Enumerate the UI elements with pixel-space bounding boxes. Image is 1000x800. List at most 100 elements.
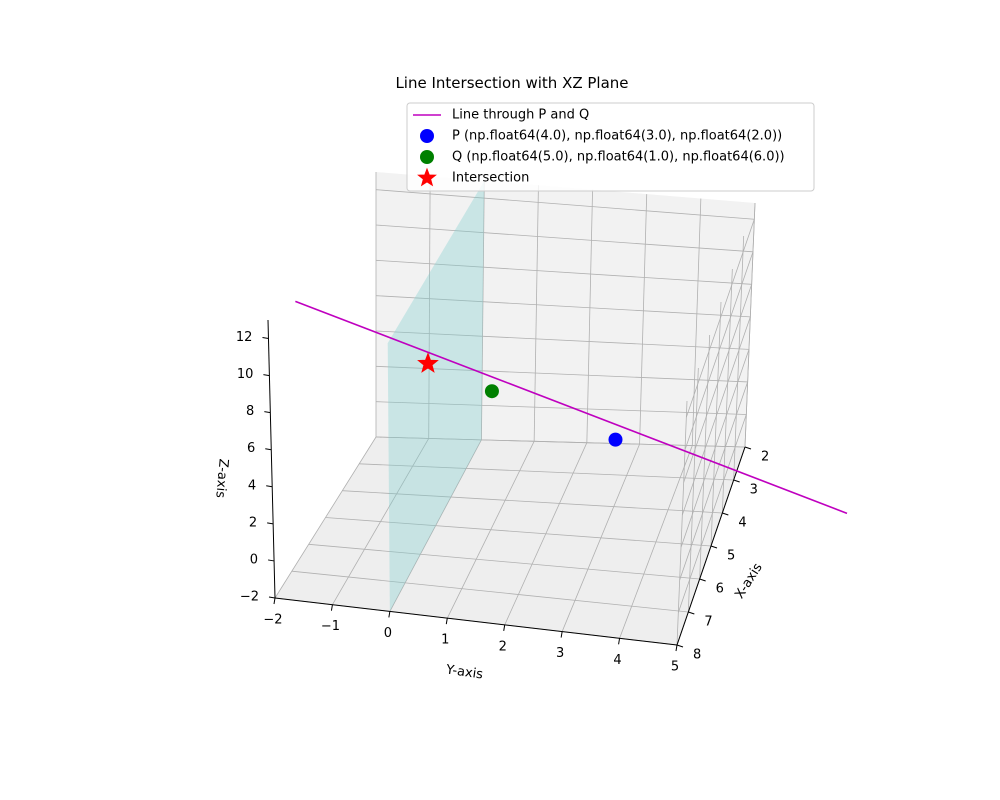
y-tick-label: 1 <box>441 633 449 648</box>
x-tick-label: 7 <box>704 615 712 630</box>
grid-line <box>291 570 689 613</box>
y-axis-line <box>274 597 678 646</box>
point-marker <box>484 384 499 399</box>
tick-mark <box>676 644 684 648</box>
grid-line <box>446 441 535 619</box>
tick-mark <box>710 545 718 549</box>
grid-line <box>342 490 723 514</box>
tick-mark <box>688 611 695 615</box>
axes-panes <box>275 172 755 645</box>
grid-line <box>733 235 745 481</box>
z-tick-label: 10 <box>237 367 254 382</box>
tick-mark <box>388 611 391 618</box>
z-tick-label: 4 <box>248 478 256 493</box>
grid-line <box>308 543 700 580</box>
grid-line <box>332 438 430 605</box>
legend-box <box>406 102 815 192</box>
tick-mark <box>330 604 333 611</box>
grid-line <box>274 436 377 599</box>
grid-line <box>359 463 734 481</box>
xz-plane <box>387 180 485 612</box>
grid-line <box>375 365 748 383</box>
z-tick-label: 2 <box>249 515 257 530</box>
x-axis-label: X-axis <box>732 560 766 601</box>
tick-mark <box>266 485 273 488</box>
tick-mark <box>262 337 269 340</box>
grid-line <box>679 381 749 581</box>
grid-line <box>428 176 431 439</box>
tick-mark <box>445 618 448 625</box>
z-tick-label: 8 <box>246 404 254 419</box>
legend-label: P (np.float64(4.0), np.float64(3.0), np.… <box>452 129 782 144</box>
grid-line <box>676 400 688 646</box>
legend-label: Line through P and Q <box>452 108 589 123</box>
grid-line <box>684 251 754 450</box>
grid-line <box>639 194 648 445</box>
tick-mark <box>503 624 506 631</box>
chart-title: Line Intersection with XZ Plane <box>395 74 628 92</box>
legend-point-swatch <box>420 150 434 164</box>
grid-lines <box>274 172 756 646</box>
x-tick-label: 5 <box>727 549 735 564</box>
grid-line <box>683 284 753 483</box>
y-tick-label: 0 <box>384 626 392 641</box>
grid-line <box>680 349 750 548</box>
grid-line <box>744 202 756 448</box>
tick-mark <box>265 448 272 451</box>
x-tick-label: 3 <box>750 483 758 498</box>
legend: Line through P and Q P (np.float64(4.0), … <box>406 102 815 192</box>
z-tick-label: 0 <box>250 552 258 567</box>
xz-plane-surface <box>387 180 485 612</box>
series-layer <box>295 300 848 515</box>
x-tick-label: 4 <box>738 516 746 531</box>
y-tick-label: −2 <box>263 613 282 628</box>
z-tick-label: 6 <box>247 441 255 456</box>
tick-mark <box>267 522 274 525</box>
grid-line <box>699 334 711 580</box>
grid-line <box>691 198 702 446</box>
z-tick-label: −2 <box>240 590 259 605</box>
grid-line <box>375 259 752 285</box>
z-axis-line <box>267 319 276 599</box>
grid-line <box>586 189 593 443</box>
grid-line <box>375 224 754 253</box>
legend-label: Intersection <box>452 171 529 186</box>
legend-star-swatch <box>417 167 437 187</box>
x-tick-label: 8 <box>693 648 701 663</box>
tick-mark <box>560 631 563 638</box>
grid-line <box>504 442 588 626</box>
grid-line <box>533 185 539 442</box>
y-tick-label: 4 <box>613 653 621 668</box>
y-tick-label: 2 <box>499 639 507 654</box>
legend-point-swatch <box>420 129 434 143</box>
grid-line <box>325 517 712 547</box>
grid-line <box>375 436 746 448</box>
tick-mark <box>733 479 740 483</box>
y-axis-label: Y-axis <box>444 662 484 682</box>
grid-line <box>677 414 747 613</box>
pane-floor <box>275 437 745 645</box>
tick-mark <box>263 374 270 377</box>
grid-line <box>375 189 755 220</box>
grid-line <box>721 268 733 514</box>
intersection-marker <box>417 352 439 373</box>
y-tick-label: −1 <box>321 619 340 634</box>
x-tick-label: 6 <box>716 582 724 597</box>
grid-line <box>619 445 693 639</box>
grid-line <box>481 180 485 440</box>
grid-line <box>681 316 751 515</box>
z-tick-label: 12 <box>236 330 253 345</box>
grid-line <box>389 439 482 612</box>
tick-mark <box>267 559 275 562</box>
grid-line <box>375 330 750 350</box>
grid-line <box>687 367 699 613</box>
y-tick-label: 5 <box>671 660 679 675</box>
y-tick-label: 3 <box>556 646 564 661</box>
tick-mark <box>675 644 678 652</box>
tick-mark <box>744 446 752 450</box>
tick-mark <box>699 578 706 582</box>
tick-mark <box>268 596 276 599</box>
grid-line <box>561 443 640 632</box>
